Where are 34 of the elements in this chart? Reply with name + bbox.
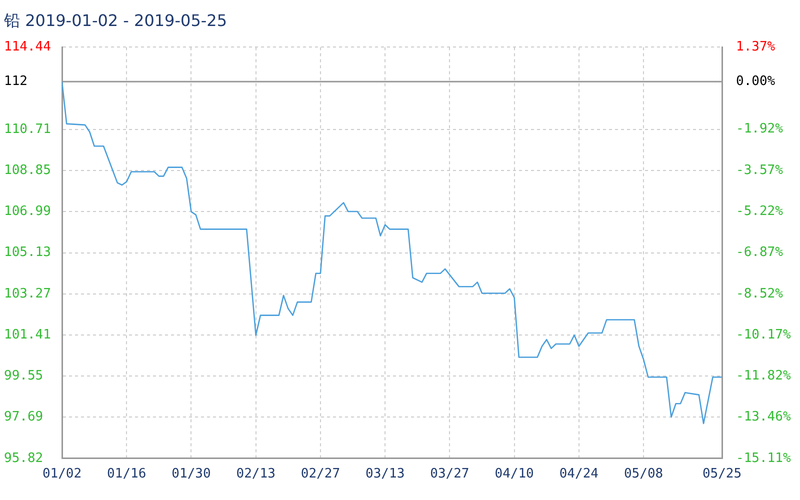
y2-tick-label: -11.82% <box>736 368 791 384</box>
x-tick-label: 02/13 <box>236 466 276 482</box>
x-tick-label: 01/02 <box>42 466 82 482</box>
x-tick-label: 03/27 <box>430 466 470 482</box>
y2-tick-label: -15.11% <box>736 450 791 466</box>
y2-tick-label: -13.46% <box>736 410 791 425</box>
y2-tick-label: -10.17% <box>736 328 791 343</box>
y-tick-label: 101.41 <box>4 327 51 342</box>
x-tick-label: 04/10 <box>494 466 534 482</box>
chart-title: 铅 2019-01-02 - 2019-05-25 <box>3 10 227 30</box>
y-tick-label: 110.71 <box>4 122 51 137</box>
x-tick-label: 04/24 <box>559 466 599 482</box>
y-tick-label: 105.13 <box>4 245 51 260</box>
x-tick-label: 01/16 <box>107 466 146 482</box>
y-tick-label: 106.99 <box>4 204 51 220</box>
x-tick-label: 01/30 <box>172 466 211 482</box>
y-tick-label: 95.82 <box>4 450 44 466</box>
x-tick-label: 02/27 <box>300 466 340 482</box>
y-tick-label: 108.85 <box>4 163 51 178</box>
y-tick-label: 103.27 <box>4 286 51 302</box>
x-tick-label: 03/13 <box>366 466 405 482</box>
y-tick-label: 114.44 <box>4 40 52 55</box>
x-tick-label: 05/08 <box>624 466 664 482</box>
y-tick-label: 97.69 <box>4 409 44 424</box>
text: 112 <box>4 74 28 90</box>
y2-tick-label: 0.00% <box>736 74 776 89</box>
x-tick-label: 05/25 <box>702 466 742 482</box>
y2-tick-label: 1.37% <box>736 40 776 55</box>
y2-tick-label: -5.22% <box>736 204 784 220</box>
y2-tick-label: -6.87% <box>736 245 784 260</box>
y2-tick-label: -8.52% <box>736 286 784 302</box>
y2-tick-label: -3.57% <box>736 162 784 178</box>
y2-tick-label: -1.92% <box>736 122 784 137</box>
y-tick-label: 99.55 <box>4 368 44 384</box>
